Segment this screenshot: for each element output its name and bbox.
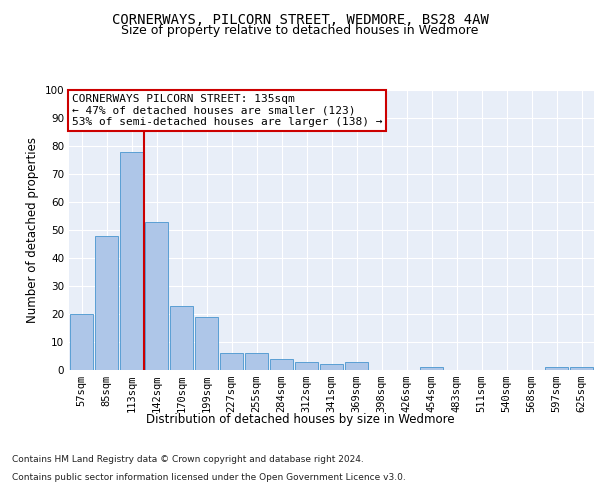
Bar (270, 359, 293, 370)
Text: Contains HM Land Registry data © Crown copyright and database right 2024.: Contains HM Land Registry data © Crown c… (12, 455, 364, 464)
Text: CORNERWAYS, PILCORN STREET, WEDMORE, BS28 4AW: CORNERWAYS, PILCORN STREET, WEDMORE, BS2… (112, 12, 488, 26)
Text: Contains public sector information licensed under the Open Government Licence v3: Contains public sector information licen… (12, 472, 406, 482)
Bar (545, 367, 568, 370)
Bar (145, 222, 168, 370)
Bar (220, 353, 243, 370)
Y-axis label: Number of detached properties: Number of detached properties (26, 137, 39, 323)
Bar (95, 236, 118, 370)
Bar (570, 367, 593, 370)
Bar (195, 317, 218, 370)
Text: Size of property relative to detached houses in Wedmore: Size of property relative to detached ho… (121, 24, 479, 37)
Bar (170, 306, 193, 370)
Bar (320, 364, 343, 370)
Bar (70, 314, 93, 370)
Bar (345, 362, 368, 370)
Bar (120, 152, 143, 370)
Bar (295, 362, 318, 370)
Bar (420, 367, 443, 370)
Text: CORNERWAYS PILCORN STREET: 135sqm
← 47% of detached houses are smaller (123)
53%: CORNERWAYS PILCORN STREET: 135sqm ← 47% … (71, 94, 382, 128)
Bar (245, 353, 268, 370)
Text: Distribution of detached houses by size in Wedmore: Distribution of detached houses by size … (146, 412, 454, 426)
